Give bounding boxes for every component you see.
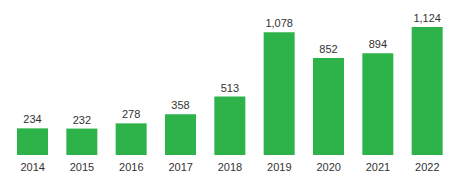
svg-text:2022: 2022: [415, 161, 439, 173]
svg-text:894: 894: [369, 38, 387, 50]
svg-text:2020: 2020: [316, 161, 340, 173]
svg-text:1,124: 1,124: [413, 12, 441, 24]
svg-text:2021: 2021: [366, 161, 390, 173]
svg-text:278: 278: [122, 108, 140, 120]
svg-text:2014: 2014: [20, 161, 44, 173]
svg-text:2017: 2017: [168, 161, 192, 173]
svg-text:234: 234: [23, 113, 41, 125]
svg-text:2019: 2019: [267, 161, 291, 173]
svg-text:232: 232: [73, 114, 91, 126]
svg-text:2015: 2015: [70, 161, 94, 173]
svg-text:513: 513: [221, 82, 239, 94]
svg-text:2018: 2018: [218, 161, 242, 173]
svg-text:1,078: 1,078: [265, 17, 293, 29]
svg-text:358: 358: [171, 99, 189, 111]
svg-text:2016: 2016: [119, 161, 143, 173]
svg-text:852: 852: [319, 43, 337, 55]
